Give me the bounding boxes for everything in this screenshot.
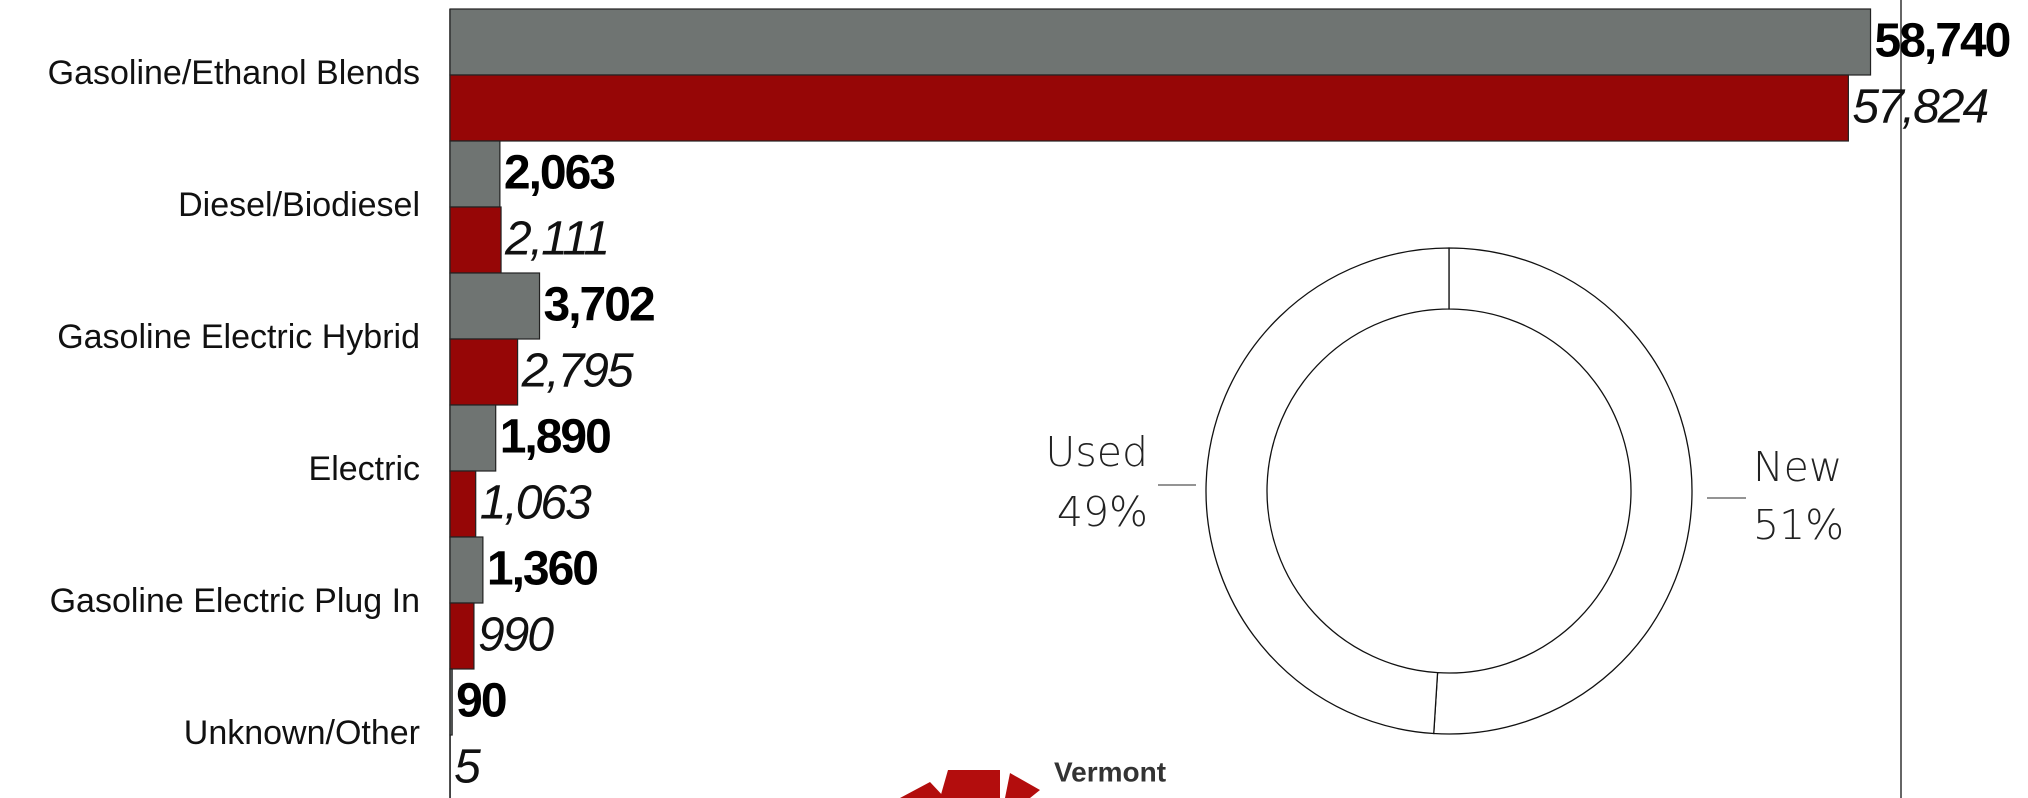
slice-label: Used [1045, 428, 1148, 476]
category-label: Unknown/Other [184, 714, 420, 752]
bar [449, 404, 497, 472]
slice-label: New [1753, 443, 1842, 491]
bar [449, 338, 519, 406]
bar [449, 8, 1872, 76]
value-label: 57,824 [1852, 81, 1987, 134]
value-label: 2,111 [504, 213, 608, 266]
bar [449, 140, 501, 208]
bar [449, 668, 453, 736]
category-label: Diesel/Biodiesel [178, 186, 420, 224]
value-label: 1,890 [500, 411, 610, 464]
value-label: 3,702 [544, 279, 654, 332]
value-label: 1,360 [487, 543, 597, 596]
category-label: Electric [309, 450, 420, 488]
logo-shape [1005, 773, 1040, 798]
donut-segment [1433, 247, 1693, 735]
slice-value: 51% [1753, 501, 1844, 549]
logo-shape [940, 770, 1000, 798]
bar [449, 206, 502, 274]
category-label: Gasoline Electric Hybrid [57, 318, 420, 356]
slice-value: 49% [1057, 488, 1148, 536]
bar [449, 536, 484, 604]
value-label: 58,740 [1875, 15, 2010, 68]
value-label: 1,063 [480, 477, 592, 530]
value-label: 990 [478, 609, 554, 662]
bar [449, 74, 1849, 142]
logo-text: Vermont [1054, 756, 1166, 787]
value-label: 2,063 [504, 147, 614, 200]
category-label: Gasoline/Ethanol Blends [48, 54, 420, 92]
value-label: 2,795 [521, 345, 634, 398]
value-label: 5 [454, 741, 481, 794]
value-label: 90 [456, 675, 506, 728]
bar [449, 470, 477, 538]
bar [449, 602, 475, 670]
category-label: Gasoline Electric Plug In [50, 582, 420, 620]
logo-shape [900, 782, 945, 798]
bar [449, 272, 541, 340]
logo: Vermont [900, 756, 1166, 798]
donut-segment [1205, 247, 1450, 735]
